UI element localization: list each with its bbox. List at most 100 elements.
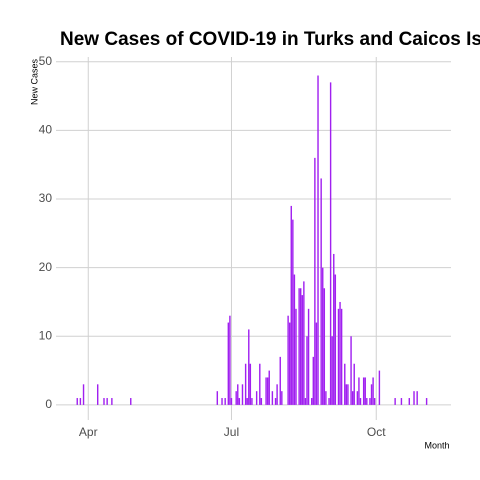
- bar: [255, 391, 258, 405]
- x-tick-label: Jul: [224, 425, 239, 439]
- bar: [303, 281, 305, 405]
- bar: [300, 288, 302, 405]
- bar: [314, 157, 316, 405]
- bar: [251, 398, 253, 405]
- bar: [306, 336, 308, 405]
- bar: [307, 308, 310, 405]
- bar: [301, 295, 303, 405]
- bar: [248, 329, 250, 405]
- bar: [265, 377, 267, 405]
- bar: [337, 308, 340, 405]
- bar: [288, 322, 291, 405]
- bar: [292, 219, 294, 405]
- bar: [130, 398, 132, 405]
- bar: [216, 391, 219, 405]
- bar: [111, 398, 113, 405]
- bar: [238, 398, 241, 405]
- bar: [358, 377, 360, 405]
- bar: [333, 253, 335, 405]
- bar: [322, 267, 324, 405]
- bar: [345, 384, 348, 405]
- bar: [230, 398, 233, 405]
- bar: [103, 398, 105, 405]
- bar: [276, 384, 278, 405]
- y-tick-label: 50: [39, 54, 53, 68]
- y-tick-label: 20: [39, 260, 53, 274]
- bar: [224, 398, 226, 405]
- bar: [350, 336, 352, 405]
- bar: [362, 377, 365, 405]
- y-tick-label: 40: [39, 123, 53, 137]
- bar: [227, 322, 230, 405]
- bar: [106, 398, 108, 405]
- y-tick-label: 10: [39, 328, 53, 342]
- bar: [328, 398, 330, 405]
- bar: [290, 205, 292, 405]
- bar: [317, 75, 319, 405]
- bar: [271, 391, 274, 405]
- bar: [356, 391, 359, 405]
- bar: [370, 384, 373, 405]
- bar: [323, 288, 326, 405]
- y-tick-label: 0: [45, 397, 52, 411]
- bar: [353, 363, 355, 405]
- bar: [372, 377, 374, 405]
- bar: [320, 178, 322, 405]
- bar: [425, 398, 428, 405]
- bar: [351, 391, 354, 405]
- bar: [221, 398, 223, 405]
- bar: [268, 370, 270, 405]
- bar: [295, 308, 297, 405]
- bar: [260, 398, 263, 405]
- bar: [279, 356, 281, 405]
- bar: [266, 377, 269, 405]
- bar: [246, 398, 248, 405]
- bar: [237, 384, 239, 405]
- x-tick-label: Oct: [367, 425, 386, 439]
- bar: [311, 398, 313, 405]
- bar: [378, 370, 381, 405]
- y-tick-label: 30: [39, 191, 53, 205]
- bar: [298, 288, 300, 405]
- bar: [339, 301, 341, 405]
- bar: [79, 398, 82, 405]
- bar: [274, 398, 277, 405]
- bar: [359, 398, 362, 405]
- bar: [394, 398, 396, 405]
- bar: [400, 398, 403, 405]
- bar: [373, 398, 376, 405]
- bar: [235, 391, 237, 405]
- bar: [304, 398, 307, 405]
- bar: [325, 391, 327, 405]
- bar: [344, 363, 346, 405]
- chart-title: New Cases of COVID-19 in Turks and Caico…: [60, 29, 480, 50]
- bar: [408, 398, 411, 405]
- bar: [340, 308, 343, 405]
- bar: [312, 356, 315, 405]
- y-axis-label: New Cases: [29, 58, 39, 105]
- bar: [281, 391, 283, 405]
- bar: [293, 274, 296, 405]
- bar: [369, 398, 371, 405]
- bar: [329, 82, 332, 405]
- bar: [364, 377, 366, 405]
- bar: [96, 384, 99, 405]
- bar: [259, 363, 261, 405]
- bar: [347, 384, 349, 405]
- bar: [416, 391, 418, 405]
- bar: [244, 363, 247, 405]
- x-tick-label: Apr: [79, 425, 98, 439]
- bar: [334, 274, 337, 405]
- x-axis-label: Month: [424, 440, 449, 450]
- bar: [331, 336, 333, 405]
- bar: [366, 398, 368, 405]
- bar: [249, 363, 252, 405]
- bar: [413, 391, 415, 405]
- bar: [82, 384, 85, 405]
- bar: [229, 315, 231, 405]
- bar: [315, 322, 318, 405]
- bar: [287, 315, 289, 405]
- bar: [241, 384, 244, 405]
- bar: [76, 398, 78, 405]
